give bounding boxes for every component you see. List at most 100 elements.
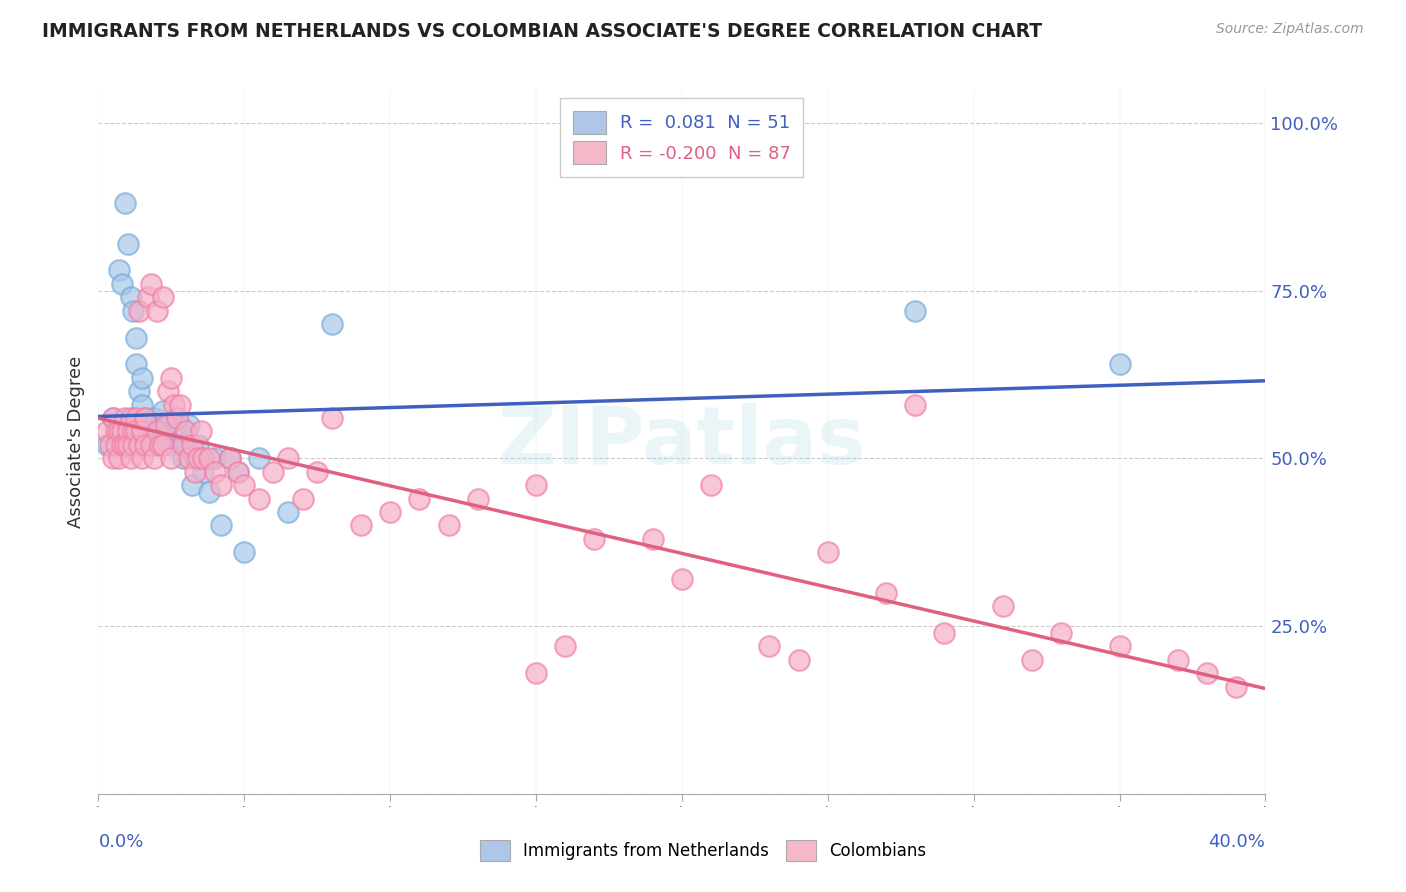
Point [169, 398, 191, 412]
Point [146, 425, 169, 439]
Point [277, 451, 299, 466]
Point [350, 518, 373, 533]
Point [117, 425, 139, 439]
Point [190, 425, 212, 439]
Point [166, 411, 188, 425]
Point [152, 404, 174, 418]
Point [114, 196, 136, 211]
Point [142, 451, 165, 466]
Point [108, 263, 131, 277]
Point [166, 411, 188, 425]
Point [190, 451, 212, 466]
Point [247, 491, 270, 506]
Point [228, 465, 250, 479]
Point [128, 303, 150, 318]
Point [172, 451, 194, 466]
Point [120, 290, 142, 304]
Point [172, 438, 194, 452]
Point [96, 425, 118, 439]
Text: 40.0%: 40.0% [1209, 832, 1265, 851]
Point [139, 417, 162, 432]
Text: Source: ZipAtlas.com: Source: ZipAtlas.com [1216, 22, 1364, 37]
Point [101, 411, 124, 425]
Point [131, 371, 153, 385]
Point [117, 438, 139, 452]
Point [125, 330, 148, 344]
Point [233, 478, 256, 492]
Point [700, 478, 723, 492]
Point [117, 236, 139, 251]
Point [108, 425, 131, 439]
Point [134, 438, 156, 452]
Point [1108, 357, 1130, 371]
Point [218, 451, 240, 466]
Point [291, 491, 314, 506]
Point [209, 518, 232, 533]
Point [904, 303, 927, 318]
Legend: R =  0.081  N = 51, R = -0.200  N = 87: R = 0.081 N = 51, R = -0.200 N = 87 [561, 98, 803, 178]
Point [1225, 680, 1247, 694]
Point [787, 653, 810, 667]
Point [114, 411, 136, 425]
Point [122, 303, 145, 318]
Point [160, 438, 183, 452]
Point [146, 303, 169, 318]
Point [1108, 639, 1130, 653]
Point [111, 277, 134, 291]
Y-axis label: Associate's Degree: Associate's Degree [66, 355, 84, 528]
Point [183, 451, 205, 466]
Point [155, 425, 177, 439]
Point [228, 465, 250, 479]
Point [131, 425, 153, 439]
Point [155, 417, 177, 432]
Point [136, 425, 159, 439]
Point [134, 411, 156, 425]
Point [131, 398, 153, 412]
Point [174, 438, 197, 452]
Point [98, 438, 121, 452]
Point [817, 545, 839, 559]
Point [136, 290, 159, 304]
Point [247, 451, 270, 466]
Point [277, 505, 299, 519]
Point [104, 438, 127, 452]
Point [122, 438, 145, 452]
Point [146, 425, 169, 439]
Point [157, 417, 180, 432]
Point [583, 532, 606, 546]
Point [149, 438, 172, 452]
Point [671, 572, 693, 586]
Point [169, 438, 191, 452]
Point [307, 465, 329, 479]
Point [524, 478, 547, 492]
Point [152, 438, 174, 452]
Point [139, 438, 162, 452]
Point [1021, 653, 1043, 667]
Point [160, 451, 183, 466]
Point [198, 451, 221, 466]
Point [233, 545, 256, 559]
Point [1050, 625, 1073, 640]
Point [134, 417, 156, 432]
Point [380, 505, 402, 519]
Point [467, 491, 489, 506]
Point [160, 371, 183, 385]
Point [128, 438, 150, 452]
Point [128, 384, 150, 399]
Point [177, 417, 200, 432]
Point [108, 451, 131, 466]
Point [101, 411, 124, 425]
Point [111, 438, 134, 452]
Point [101, 451, 124, 466]
Legend: Immigrants from Netherlands, Colombians: Immigrants from Netherlands, Colombians [474, 833, 932, 868]
Point [96, 438, 118, 452]
Point [152, 290, 174, 304]
Point [122, 425, 145, 439]
Point [125, 357, 148, 371]
Point [142, 438, 165, 452]
Point [875, 585, 897, 599]
Point [117, 417, 139, 432]
Point [641, 532, 664, 546]
Point [198, 484, 221, 499]
Point [125, 411, 148, 425]
